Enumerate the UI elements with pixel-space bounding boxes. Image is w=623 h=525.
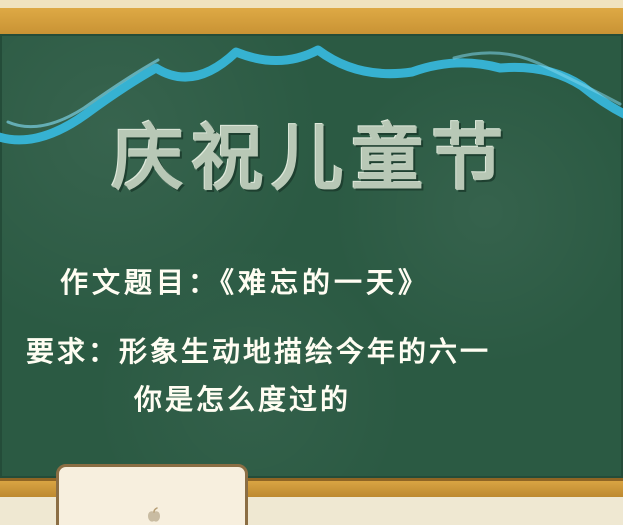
essay-subject: 作文题目：《难忘的一天》 [60, 266, 431, 299]
apple-icon [148, 507, 160, 522]
requirement-line-2: 你是怎么度过的 [134, 383, 352, 416]
board-top-frame [0, 0, 623, 37]
board-title: 庆祝儿童节 [111, 116, 512, 200]
requirement-line-1: 要求：形象生动地描绘今年的六一 [26, 335, 492, 368]
paper-sheet [56, 464, 248, 525]
chalkboard: 庆祝儿童节 作文题目：《难忘的一天》 要求：形象生动地描绘今年的六一 你是怎么度… [0, 34, 623, 478]
